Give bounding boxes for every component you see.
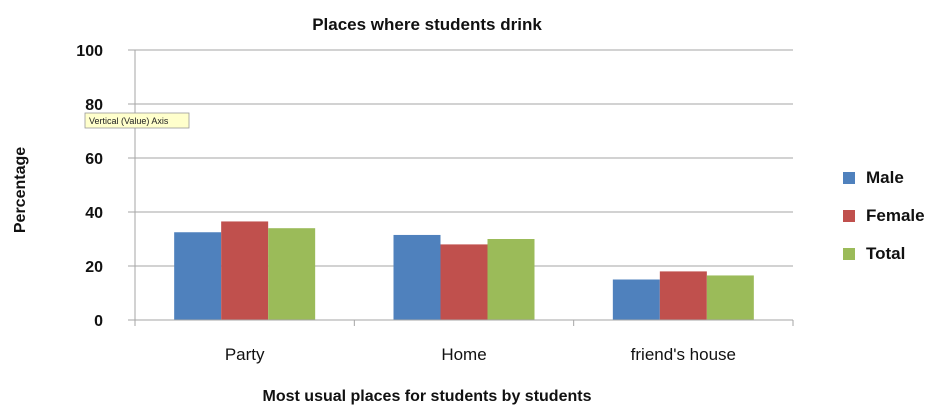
bar-female bbox=[221, 221, 269, 320]
bar-total bbox=[487, 239, 535, 320]
bar-total bbox=[268, 228, 316, 320]
x-tick-label: friend's house bbox=[631, 345, 736, 364]
bars bbox=[174, 221, 754, 320]
legend-label-male: Male bbox=[866, 168, 904, 187]
y-tick-label: 0 bbox=[94, 313, 103, 330]
y-tick-label: 80 bbox=[85, 97, 103, 114]
axis-tooltip-text: Vertical (Value) Axis bbox=[89, 116, 169, 126]
y-axis-ticks: 0 20 40 60 80 100 bbox=[76, 43, 103, 330]
legend: Male Female Total bbox=[843, 168, 925, 263]
legend-swatch-female bbox=[843, 210, 855, 222]
axis-tooltip: Vertical (Value) Axis bbox=[84, 112, 190, 129]
bar-male bbox=[393, 234, 441, 320]
bar-total bbox=[706, 275, 754, 320]
legend-label-female: Female bbox=[866, 206, 925, 225]
bar-female bbox=[440, 244, 488, 320]
legend-swatch-male bbox=[843, 172, 855, 184]
bar-male bbox=[174, 232, 222, 320]
legend-swatch-total bbox=[843, 248, 855, 260]
bar-female bbox=[659, 271, 707, 320]
x-tick-label: Party bbox=[225, 345, 265, 364]
y-tick-label: 20 bbox=[85, 259, 103, 276]
x-axis-title: Most usual places for students by studen… bbox=[263, 388, 592, 405]
y-tick-label: 100 bbox=[76, 43, 103, 60]
x-tick-label: Home bbox=[441, 345, 486, 364]
y-tick-label: 40 bbox=[85, 205, 103, 222]
y-tick-label: 60 bbox=[85, 151, 103, 168]
x-axis: Party Home friend's house bbox=[134, 50, 794, 364]
legend-label-total: Total bbox=[866, 244, 905, 263]
y-axis-title: Percentage bbox=[12, 147, 29, 233]
chart-title: Places where students drink bbox=[312, 15, 542, 34]
bar-male bbox=[612, 279, 660, 320]
